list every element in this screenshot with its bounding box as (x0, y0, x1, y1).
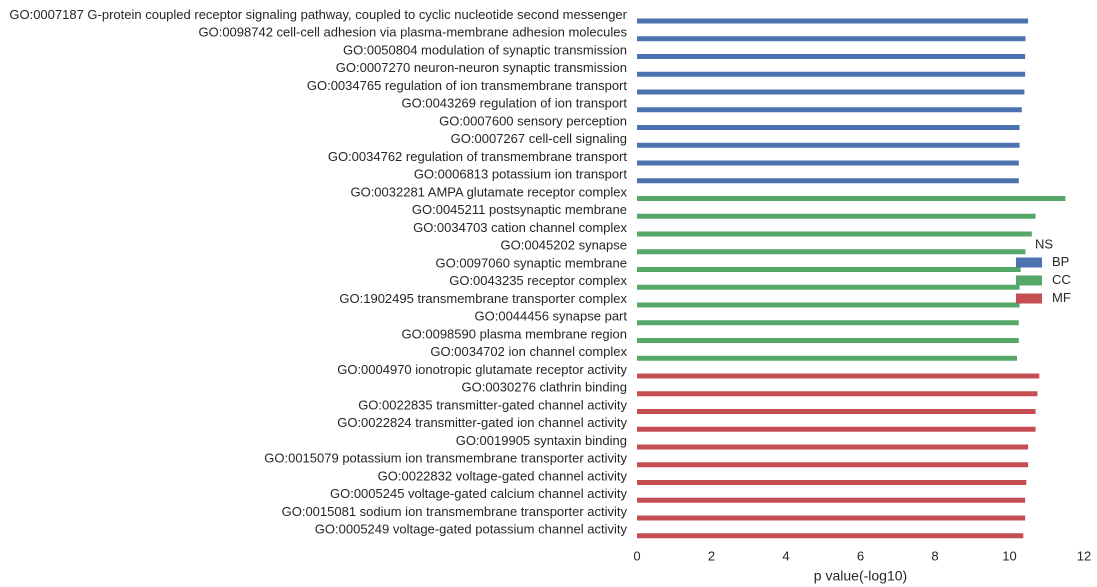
bar-mf (637, 480, 1027, 485)
bar-bp (637, 125, 1020, 130)
category-label: GO:0034702 ion channel complex (430, 344, 627, 359)
x-tick-label: 4 (782, 548, 789, 563)
category-label: GO:0007600 sensory perception (439, 113, 627, 128)
bar-mf (637, 444, 1029, 450)
category-label: GO:0045211 postsynaptic membrane (412, 202, 627, 217)
category-label: GO:0022835 transmitter-gated channel act… (358, 397, 627, 412)
category-label: GO:0004970 ionotropic glutamate receptor… (337, 362, 627, 377)
x-tick-label: 0 (633, 548, 640, 563)
category-label: GO:0015079 potassium ion transmembrane t… (264, 451, 627, 466)
category-label: GO:0045202 synapse (501, 238, 627, 253)
category-label: GO:0015081 sodium ion transmembrane tran… (282, 504, 628, 519)
category-label: GO:0007267 cell-cell signaling (451, 131, 627, 146)
bar-bp (637, 142, 1020, 148)
category-label: GO:0043269 regulation of ion transport (402, 96, 628, 111)
x-tick-label: 10 (1002, 548, 1016, 563)
x-axis: 0 2 4 6 8 10 12 p value(-log10) (633, 548, 1091, 583)
bar-mf (637, 462, 1029, 468)
bar-mf (637, 533, 1024, 539)
bar-cc (637, 213, 1036, 219)
legend-label-mf: MF (1052, 290, 1071, 305)
bar-cc (637, 320, 1019, 326)
category-label: GO:0050804 modulation of synaptic transm… (343, 42, 627, 57)
bar-mf (637, 426, 1036, 432)
bar-cc (637, 231, 1032, 237)
category-label: GO:0098742 cell-cell adhesion via plasma… (198, 25, 627, 40)
legend-title: NS (1035, 236, 1053, 251)
bar-cc (637, 355, 1017, 361)
category-label: GO:0097060 synaptic membrane (436, 255, 628, 270)
category-label: GO:0022832 voltage-gated channel activit… (378, 468, 628, 483)
legend-swatch-bp (1016, 257, 1042, 268)
bar-cc (637, 196, 1066, 201)
x-tick-labels: 0 2 4 6 8 10 12 (633, 548, 1091, 563)
category-label: GO:0005249 voltage-gated potassium chann… (315, 522, 628, 537)
category-label: GO:0032281 AMPA glutamate receptor compl… (350, 184, 627, 199)
bar-cc (637, 284, 1020, 290)
legend-entries: BP CC MF (1016, 254, 1071, 305)
bar-bp (637, 178, 1019, 184)
x-axis-label: p value(-log10) (814, 568, 907, 584)
category-label: GO:0019905 syntaxin binding (456, 433, 627, 448)
bar-mf (637, 391, 1038, 397)
bar-bp (637, 89, 1025, 95)
bar-cc (637, 302, 1020, 308)
category-label: GO:1902495 transmembrane transporter com… (339, 291, 627, 306)
bar-mf (637, 373, 1040, 379)
category-label: GO:0098590 plasma membrane region (402, 326, 627, 341)
category-label: GO:0030276 clathrin binding (461, 380, 627, 395)
bar-cc (637, 249, 1026, 255)
legend-swatch-cc (1016, 275, 1042, 286)
category-label: GO:0022824 transmitter-gated ion channel… (337, 415, 627, 430)
category-label: GO:0034765 regulation of ion transmembra… (307, 78, 628, 93)
bar-bp (637, 107, 1022, 113)
bars (637, 18, 1066, 539)
legend: NS BP CC MF (1016, 236, 1071, 305)
category-labels: GO:0007187 G-protein coupled receptor si… (9, 7, 627, 537)
bar-bp (637, 54, 1026, 59)
bar-mf (637, 409, 1036, 414)
x-tick-label: 6 (857, 548, 864, 563)
category-label: GO:0007187 G-protein coupled receptor si… (9, 7, 627, 22)
category-label: GO:0005245 voltage-gated calcium channel… (330, 486, 628, 501)
category-label: GO:0043235 receptor complex (449, 273, 627, 288)
bar-mf (637, 497, 1026, 503)
bar-bp (637, 71, 1026, 77)
bar-mf (637, 515, 1026, 521)
bar-bp (637, 18, 1029, 24)
bar-cc (637, 338, 1019, 343)
category-label: GO:0006813 potassium ion transport (414, 167, 628, 182)
bar-bp (637, 160, 1019, 166)
legend-label-cc: CC (1052, 272, 1071, 287)
category-label: GO:0034762 regulation of transmembrane t… (328, 149, 628, 164)
x-tick-label: 12 (1077, 548, 1091, 563)
x-tick-label: 2 (708, 548, 715, 563)
category-label: GO:0034703 cation channel complex (413, 220, 627, 235)
x-tick-label: 8 (931, 548, 938, 563)
category-label: GO:0044456 synapse part (475, 309, 628, 324)
bar-cc (637, 267, 1021, 272)
bar-bp (637, 36, 1026, 42)
category-label: GO:0007270 neuron-neuron synaptic transm… (336, 60, 627, 75)
legend-label-bp: BP (1052, 254, 1069, 269)
legend-swatch-mf (1016, 293, 1042, 304)
